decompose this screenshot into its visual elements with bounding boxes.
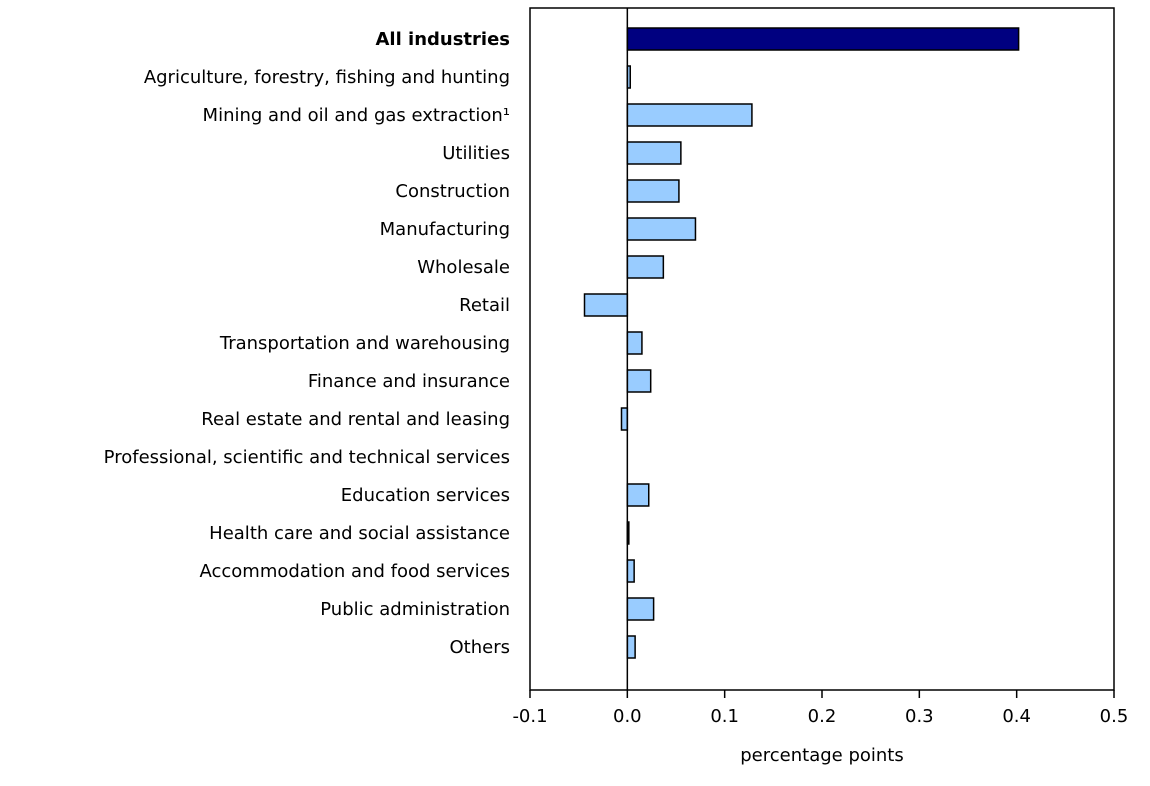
x-tick-label: 0.1 bbox=[710, 706, 739, 727]
category-label: Education services bbox=[341, 485, 510, 506]
category-label: Public administration bbox=[320, 599, 510, 620]
x-tick-label: 0.0 bbox=[613, 706, 642, 727]
category-label: Retail bbox=[459, 295, 510, 316]
bar-0 bbox=[626, 27, 1020, 51]
x-tick-label: 0.2 bbox=[808, 706, 837, 727]
x-axis-label: percentage points bbox=[740, 745, 903, 766]
bar-8 bbox=[626, 331, 643, 355]
plot-frame bbox=[529, 7, 1115, 691]
bar-7 bbox=[583, 293, 629, 317]
bar-2 bbox=[626, 103, 753, 127]
category-label: Utilities bbox=[442, 143, 510, 164]
category-label: Accommodation and food services bbox=[200, 561, 511, 582]
category-label: All industries bbox=[375, 29, 510, 50]
category-label: Manufacturing bbox=[380, 219, 510, 240]
bar-14 bbox=[626, 559, 635, 583]
category-label: Professional, scientific and technical s… bbox=[104, 447, 510, 468]
bar-10 bbox=[620, 407, 629, 431]
category-label: Agriculture, forestry, fishing and hunti… bbox=[144, 67, 510, 88]
bar-3 bbox=[626, 141, 682, 165]
category-label: Mining and oil and gas extraction¹ bbox=[203, 105, 510, 126]
category-label: Wholesale bbox=[417, 257, 510, 278]
x-tick-label: 0.5 bbox=[1100, 706, 1129, 727]
category-label: Health care and social assistance bbox=[209, 523, 510, 544]
category-label: Others bbox=[450, 637, 511, 658]
category-label: Construction bbox=[395, 181, 510, 202]
bar-5 bbox=[626, 217, 697, 241]
bar-15 bbox=[626, 597, 655, 621]
x-tick-label: 0.4 bbox=[1002, 706, 1031, 727]
bar-16 bbox=[626, 635, 636, 659]
category-label: Transportation and warehousing bbox=[219, 333, 510, 354]
bar-6 bbox=[626, 255, 665, 279]
bar-9 bbox=[626, 369, 652, 393]
category-label: Finance and insurance bbox=[308, 371, 510, 392]
x-tick-label: 0.3 bbox=[905, 706, 934, 727]
x-tick-label: -0.1 bbox=[512, 706, 547, 727]
bar-12 bbox=[626, 483, 650, 507]
bar-4 bbox=[626, 179, 680, 203]
category-label: Real estate and rental and leasing bbox=[201, 409, 510, 430]
